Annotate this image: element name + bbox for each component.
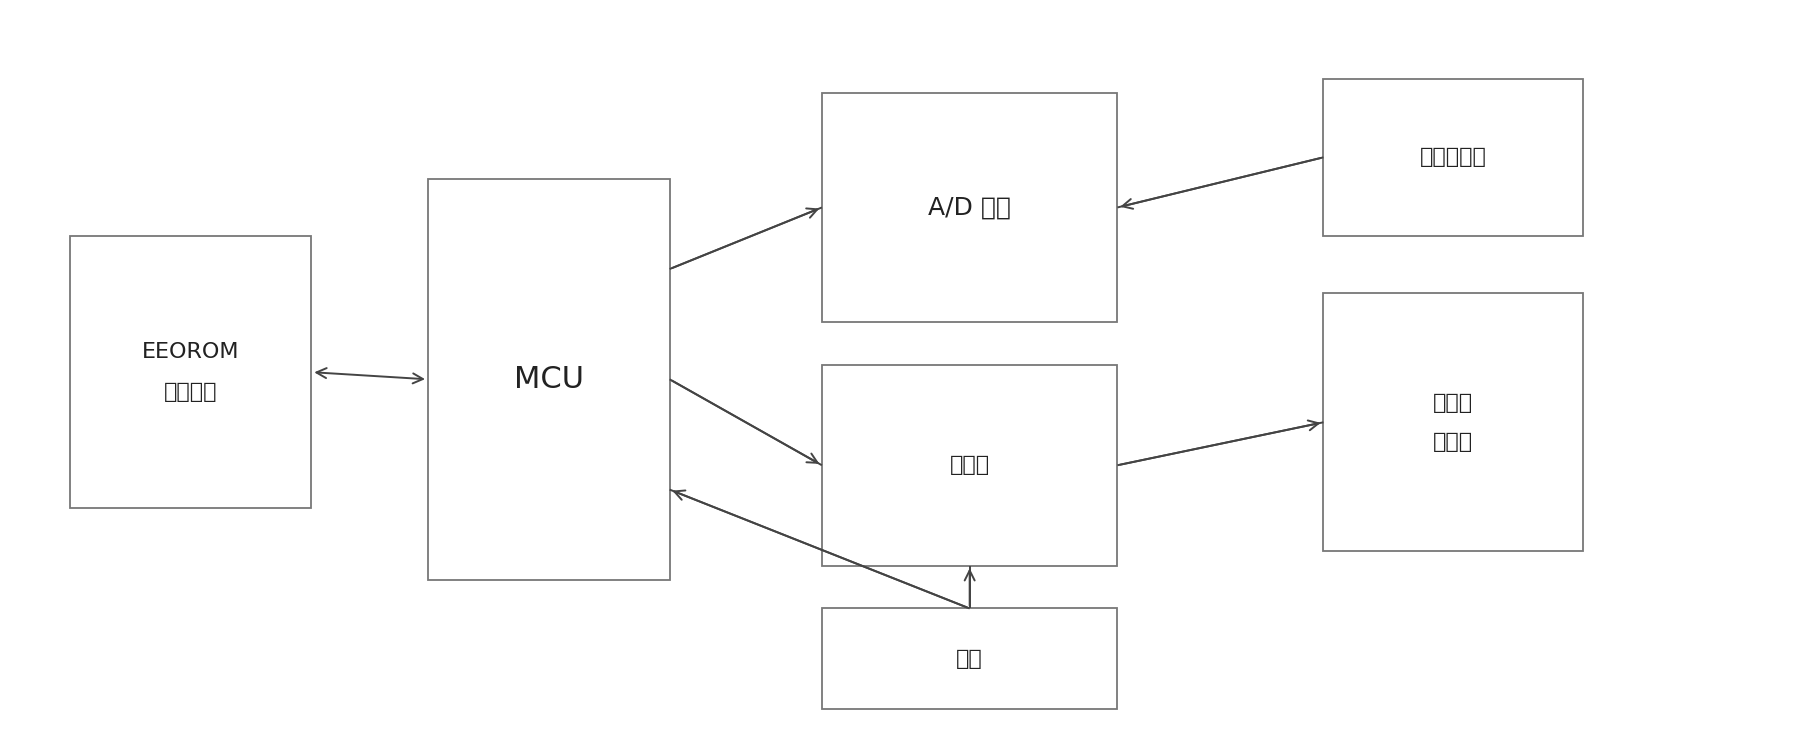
Text: EEOROM: EEOROM xyxy=(143,342,240,363)
Text: MCU: MCU xyxy=(514,365,583,393)
Text: 存储模块: 存储模块 xyxy=(164,382,217,402)
Bar xyxy=(1323,79,1583,236)
Text: 半导体: 半导体 xyxy=(1433,393,1473,412)
Text: 驱动器: 驱动器 xyxy=(949,456,989,475)
Bar xyxy=(1323,293,1583,551)
Text: 温度传感器: 温度传感器 xyxy=(1421,147,1487,167)
Text: A/D 转换: A/D 转换 xyxy=(928,196,1011,220)
Bar xyxy=(821,93,1117,322)
Text: 制冷器: 制冷器 xyxy=(1433,432,1473,452)
Text: 电源: 电源 xyxy=(957,649,984,669)
Bar xyxy=(821,365,1117,566)
Bar xyxy=(70,236,312,508)
Bar xyxy=(821,609,1117,709)
Bar xyxy=(428,179,670,580)
